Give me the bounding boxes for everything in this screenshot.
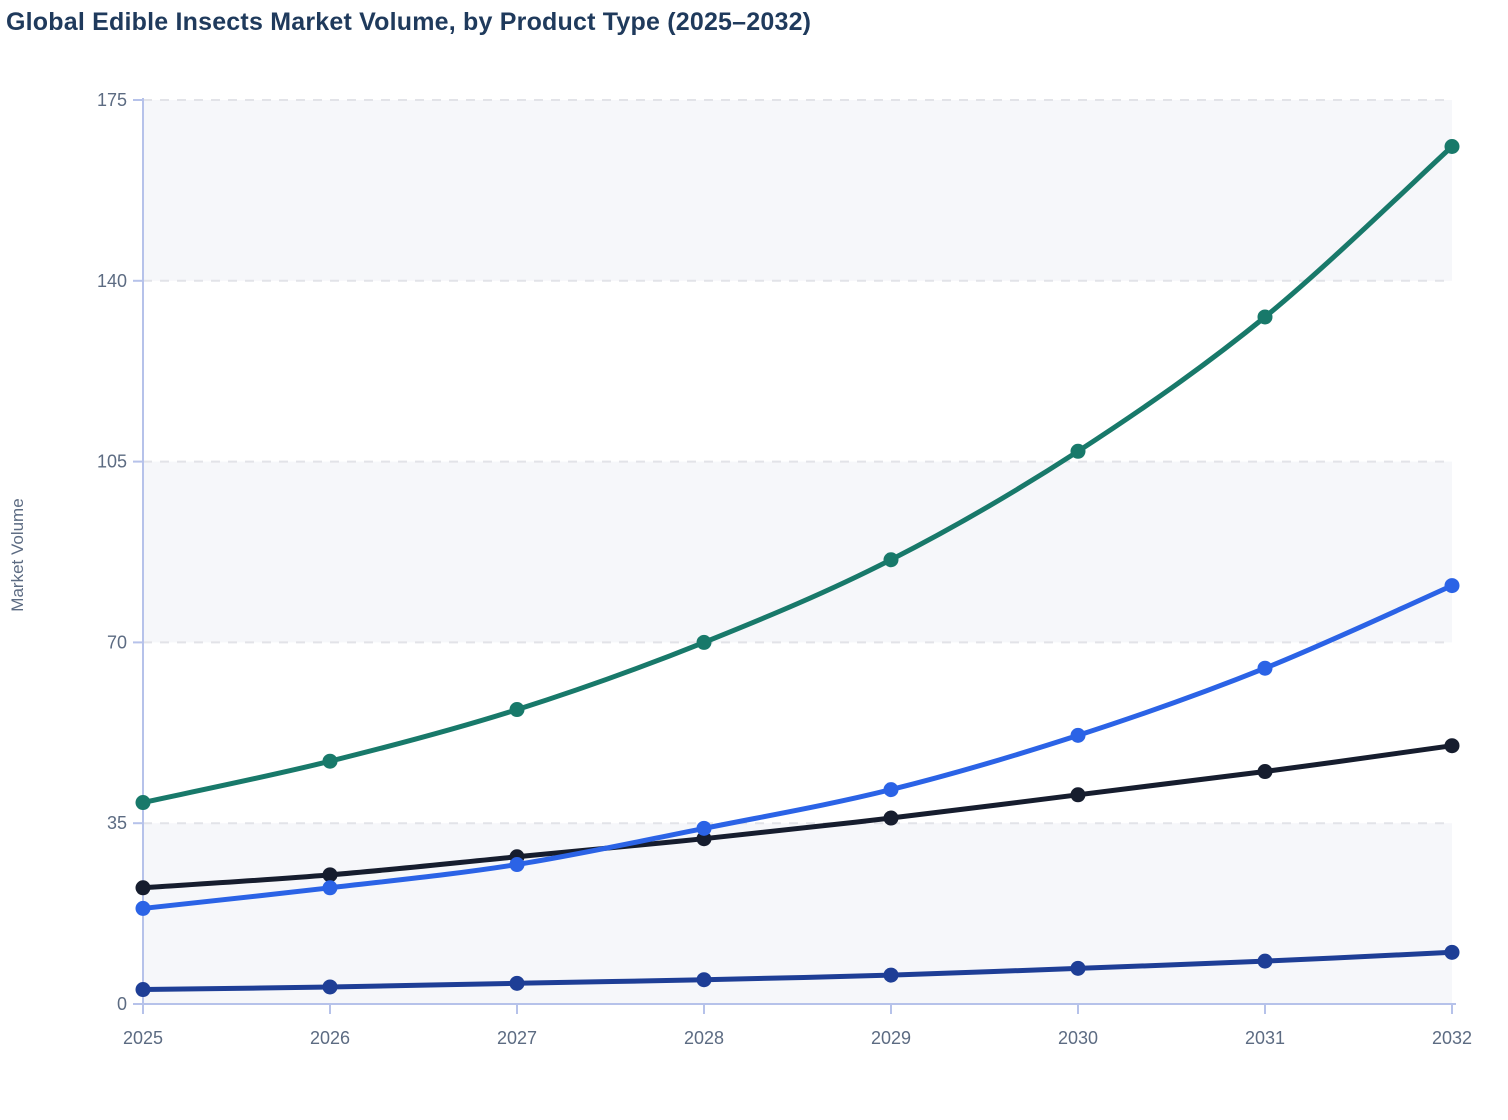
series-blue-point <box>1257 660 1273 676</box>
x-tick-label: 2031 <box>1245 1028 1285 1048</box>
series-blue-point <box>322 880 338 896</box>
series-teal-point <box>135 795 151 811</box>
series-teal-point <box>883 552 899 568</box>
series-teal-point <box>509 702 525 718</box>
plot-band <box>143 100 1452 281</box>
plot-band <box>143 461 1452 643</box>
y-tick-label: 70 <box>107 632 127 652</box>
series-black-point <box>135 880 151 896</box>
series-blue-point <box>509 857 525 873</box>
series-blue-line <box>140 583 1455 911</box>
series-teal-point <box>322 753 338 769</box>
series-teal-point <box>1070 443 1086 459</box>
series-black-point <box>1444 738 1460 754</box>
y-tick-label: 0 <box>117 994 127 1014</box>
series-black-point <box>696 831 712 847</box>
plot-band <box>143 823 1452 1004</box>
series-black-point <box>322 867 338 883</box>
series-teal-point <box>696 634 712 650</box>
series-navy-point <box>1257 953 1273 969</box>
x-tick-label: 2026 <box>310 1028 350 1048</box>
series-blue-point <box>1070 727 1086 743</box>
series-blue-point <box>135 900 151 916</box>
chart-title: Global Edible Insects Market Volume, by … <box>6 8 812 36</box>
y-tick-label: 105 <box>97 452 127 472</box>
series-navy-point <box>883 967 899 983</box>
series-navy-point <box>135 982 151 998</box>
series-black-point <box>883 810 899 826</box>
y-tick-label: 140 <box>97 271 127 291</box>
x-tick-label: 2028 <box>684 1028 724 1048</box>
y-tick-label: 175 <box>97 90 127 110</box>
series-navy-point <box>509 975 525 991</box>
series-navy-line <box>140 949 1455 993</box>
y-tick-label: 35 <box>107 813 127 833</box>
x-tick-label: 2027 <box>497 1028 537 1048</box>
x-tick-label: 2025 <box>123 1028 163 1048</box>
series-blue-point <box>883 782 899 798</box>
series-navy-point <box>322 979 338 995</box>
series-teal-point <box>1444 138 1460 154</box>
x-tick-label: 2029 <box>871 1028 911 1048</box>
x-tick-label: 2030 <box>1058 1028 1098 1048</box>
series-navy-point <box>1444 944 1460 960</box>
series-blue-point <box>696 820 712 836</box>
series-navy-point <box>1070 960 1086 976</box>
series-black-line <box>140 743 1455 891</box>
x-tick-label: 2032 <box>1432 1028 1472 1048</box>
series-navy-point <box>696 972 712 988</box>
series-black-point <box>1257 764 1273 780</box>
series-teal-line <box>140 144 1455 806</box>
series-black-point <box>1070 787 1086 803</box>
series-teal-point <box>1257 309 1273 325</box>
series-blue-point <box>1444 578 1460 594</box>
